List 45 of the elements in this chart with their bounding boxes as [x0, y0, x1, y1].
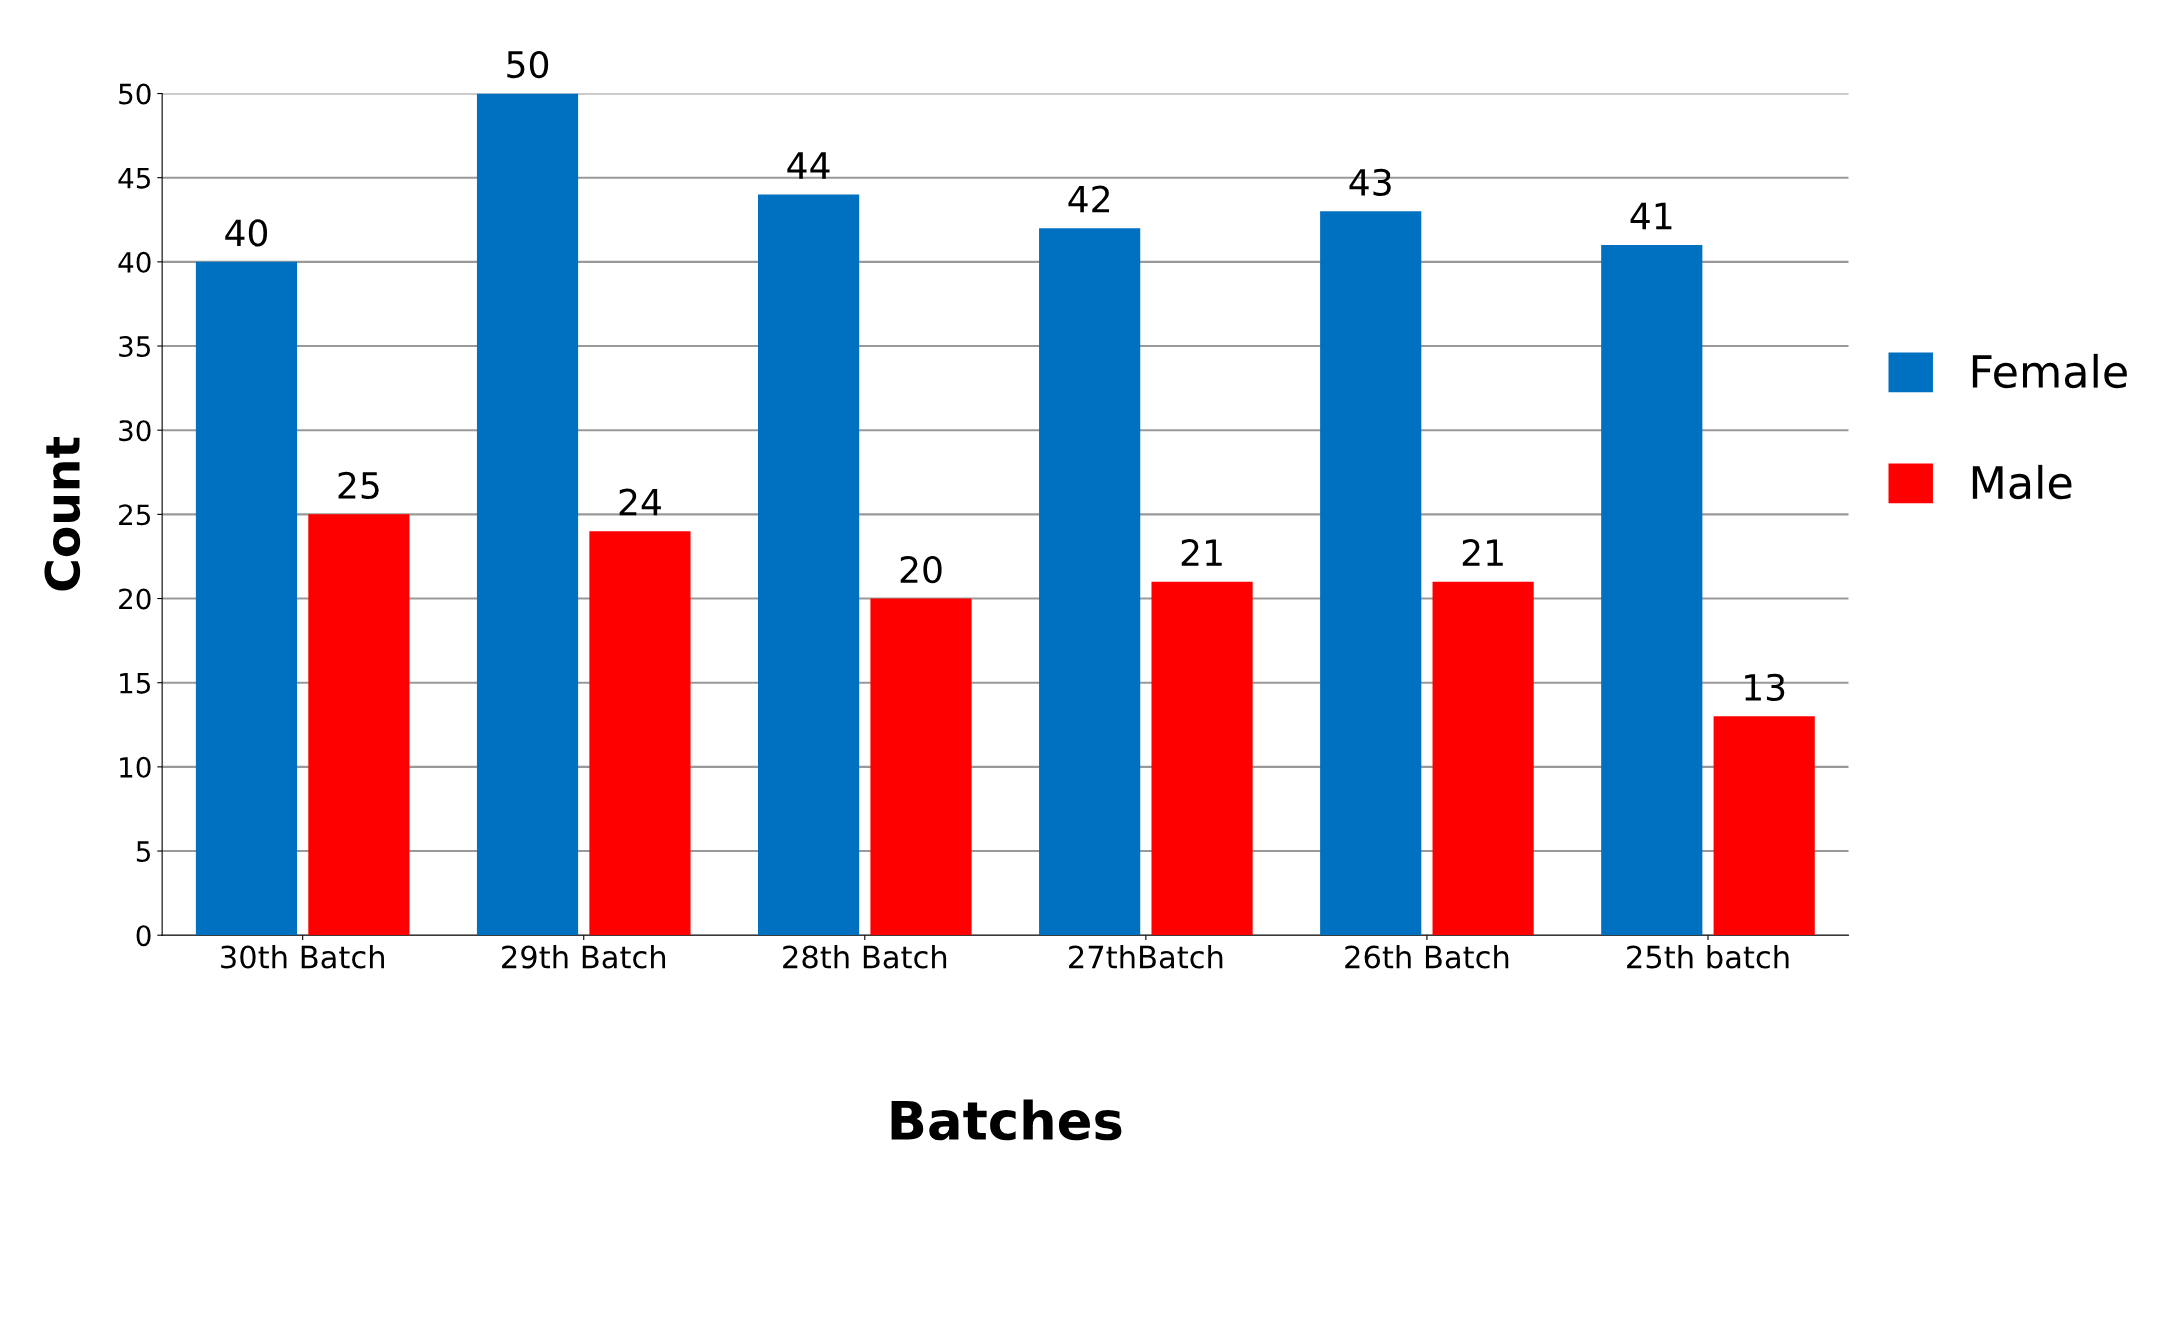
data-label: 50 — [507, 50, 549, 79]
y-tick-label: 30 — [119, 420, 151, 442]
y-tick-label: 40 — [118, 251, 151, 273]
y-tick-label: 10 — [120, 756, 151, 778]
bar — [1039, 228, 1141, 936]
data-label: 13 — [1745, 673, 1785, 702]
x-tick-label: 30th Batch — [221, 944, 384, 969]
y-tick-label: 20 — [119, 588, 151, 610]
y-tick-label: 15 — [120, 673, 150, 694]
data-label: 44 — [787, 152, 830, 179]
x-tick-label: 26th Batch — [1345, 944, 1509, 969]
data-label: 25 — [338, 471, 379, 500]
bar — [870, 598, 972, 936]
legend-label: Male — [1972, 464, 2072, 500]
bar — [308, 514, 410, 936]
bar — [1713, 716, 1815, 936]
bar — [589, 531, 691, 936]
data-label: 21 — [1181, 539, 1222, 566]
bar — [1432, 581, 1534, 936]
bar — [1151, 581, 1253, 936]
data-label: 41 — [1630, 202, 1672, 230]
x-tick-label: 27thBatch — [1069, 944, 1223, 969]
y-tick-label: 0 — [136, 925, 151, 947]
y-tick-label: 45 — [118, 167, 150, 189]
data-label: 43 — [1349, 168, 1391, 197]
bar — [1320, 211, 1422, 936]
y-tick-label: 5 — [136, 841, 150, 862]
y-tick-label: 35 — [119, 335, 150, 357]
data-label: 21 — [1462, 539, 1503, 566]
data-label: 40 — [225, 219, 268, 247]
data-label: 24 — [619, 488, 661, 516]
x-axis-title: Batches — [891, 1099, 1122, 1141]
y-tick-label: 25 — [119, 504, 150, 526]
x-tick-label: 29th Batch — [502, 944, 666, 969]
y-axis-title: Count — [44, 436, 81, 591]
x-tick-label: 28th Batch — [783, 944, 947, 969]
y-tick-label: 50 — [119, 83, 151, 105]
bar — [476, 93, 579, 936]
data-label: 42 — [1068, 185, 1110, 213]
x-tick-label: 25th batch — [1627, 944, 1789, 969]
legend-label: Female — [1972, 353, 2127, 389]
bar — [195, 261, 298, 936]
data-label: 20 — [900, 555, 942, 584]
bar — [758, 194, 860, 936]
bar — [1601, 245, 1703, 936]
